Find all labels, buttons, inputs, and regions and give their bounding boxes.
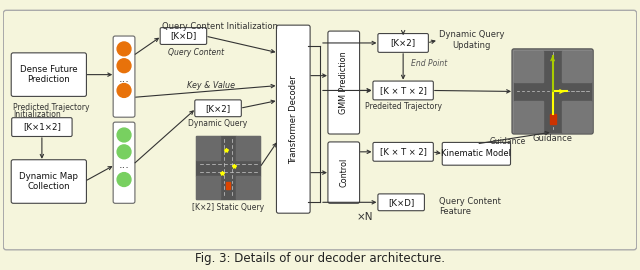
Text: Guidance: Guidance <box>532 134 573 143</box>
Polygon shape <box>226 181 230 190</box>
FancyBboxPatch shape <box>3 10 637 250</box>
Text: Key & Value: Key & Value <box>187 81 235 90</box>
Polygon shape <box>514 101 543 132</box>
Text: [K×1×2]: [K×1×2] <box>23 123 61 131</box>
Polygon shape <box>220 136 236 199</box>
FancyBboxPatch shape <box>12 118 72 136</box>
FancyBboxPatch shape <box>276 25 310 213</box>
Text: [K×2]: [K×2] <box>205 104 230 113</box>
Text: Control: Control <box>339 158 348 187</box>
Polygon shape <box>236 176 260 199</box>
Text: Query Content: Query Content <box>168 48 225 57</box>
Text: Guidance: Guidance <box>490 137 526 146</box>
Circle shape <box>117 42 131 56</box>
Polygon shape <box>196 136 220 160</box>
FancyBboxPatch shape <box>373 142 433 161</box>
Circle shape <box>117 173 131 187</box>
Text: [K×2]: [K×2] <box>390 38 416 48</box>
FancyBboxPatch shape <box>328 142 360 203</box>
Text: Initialization: Initialization <box>13 110 61 119</box>
Text: Fig. 3: Details of our decoder architecture.: Fig. 3: Details of our decoder architect… <box>195 252 445 265</box>
Text: Dynamic Query
Updating: Dynamic Query Updating <box>439 30 504 50</box>
Polygon shape <box>196 176 220 199</box>
FancyBboxPatch shape <box>160 28 207 45</box>
FancyBboxPatch shape <box>12 53 86 96</box>
Text: [K × T × 2]: [K × T × 2] <box>380 147 427 156</box>
Polygon shape <box>196 160 260 176</box>
Polygon shape <box>550 114 556 124</box>
FancyBboxPatch shape <box>442 142 511 165</box>
Text: [K×D]: [K×D] <box>170 32 196 40</box>
Text: Dynamic Map
Collection: Dynamic Map Collection <box>19 172 78 191</box>
Text: Query Content
Feature: Query Content Feature <box>439 197 500 216</box>
Text: GMM Prediction: GMM Prediction <box>339 51 348 114</box>
Polygon shape <box>543 51 563 132</box>
Polygon shape <box>236 136 260 160</box>
Text: Predicted Trajectory: Predicted Trajectory <box>13 103 90 112</box>
Text: ...: ... <box>118 74 129 84</box>
Text: Transformer Decoder: Transformer Decoder <box>289 75 298 164</box>
Text: [K×2] Static Query: [K×2] Static Query <box>192 203 264 212</box>
FancyBboxPatch shape <box>512 49 593 134</box>
Text: ...: ... <box>118 160 129 170</box>
FancyBboxPatch shape <box>373 81 433 100</box>
Circle shape <box>117 59 131 73</box>
Circle shape <box>117 83 131 97</box>
Polygon shape <box>514 82 591 101</box>
FancyBboxPatch shape <box>378 33 428 52</box>
Polygon shape <box>514 51 543 82</box>
Polygon shape <box>563 51 591 82</box>
Circle shape <box>117 145 131 159</box>
Circle shape <box>117 128 131 142</box>
Polygon shape <box>563 101 591 132</box>
Text: [K × T × 2]: [K × T × 2] <box>380 86 427 95</box>
Text: Dense Future
Prediction: Dense Future Prediction <box>20 65 77 84</box>
FancyBboxPatch shape <box>113 122 135 203</box>
FancyBboxPatch shape <box>12 160 86 203</box>
Text: Predeited Trajectory: Predeited Trajectory <box>365 102 442 111</box>
Text: Query Content Initialization: Query Content Initialization <box>162 22 278 31</box>
Text: End Point: End Point <box>411 59 447 68</box>
Text: Dynamic Query: Dynamic Query <box>188 119 248 128</box>
FancyBboxPatch shape <box>196 136 260 199</box>
FancyBboxPatch shape <box>113 36 135 117</box>
Text: [K×D]: [K×D] <box>388 198 414 207</box>
FancyBboxPatch shape <box>328 31 360 134</box>
FancyBboxPatch shape <box>195 100 241 117</box>
FancyBboxPatch shape <box>378 194 424 211</box>
Text: Kinematic Model: Kinematic Model <box>442 149 511 158</box>
Text: ×N: ×N <box>356 212 372 222</box>
